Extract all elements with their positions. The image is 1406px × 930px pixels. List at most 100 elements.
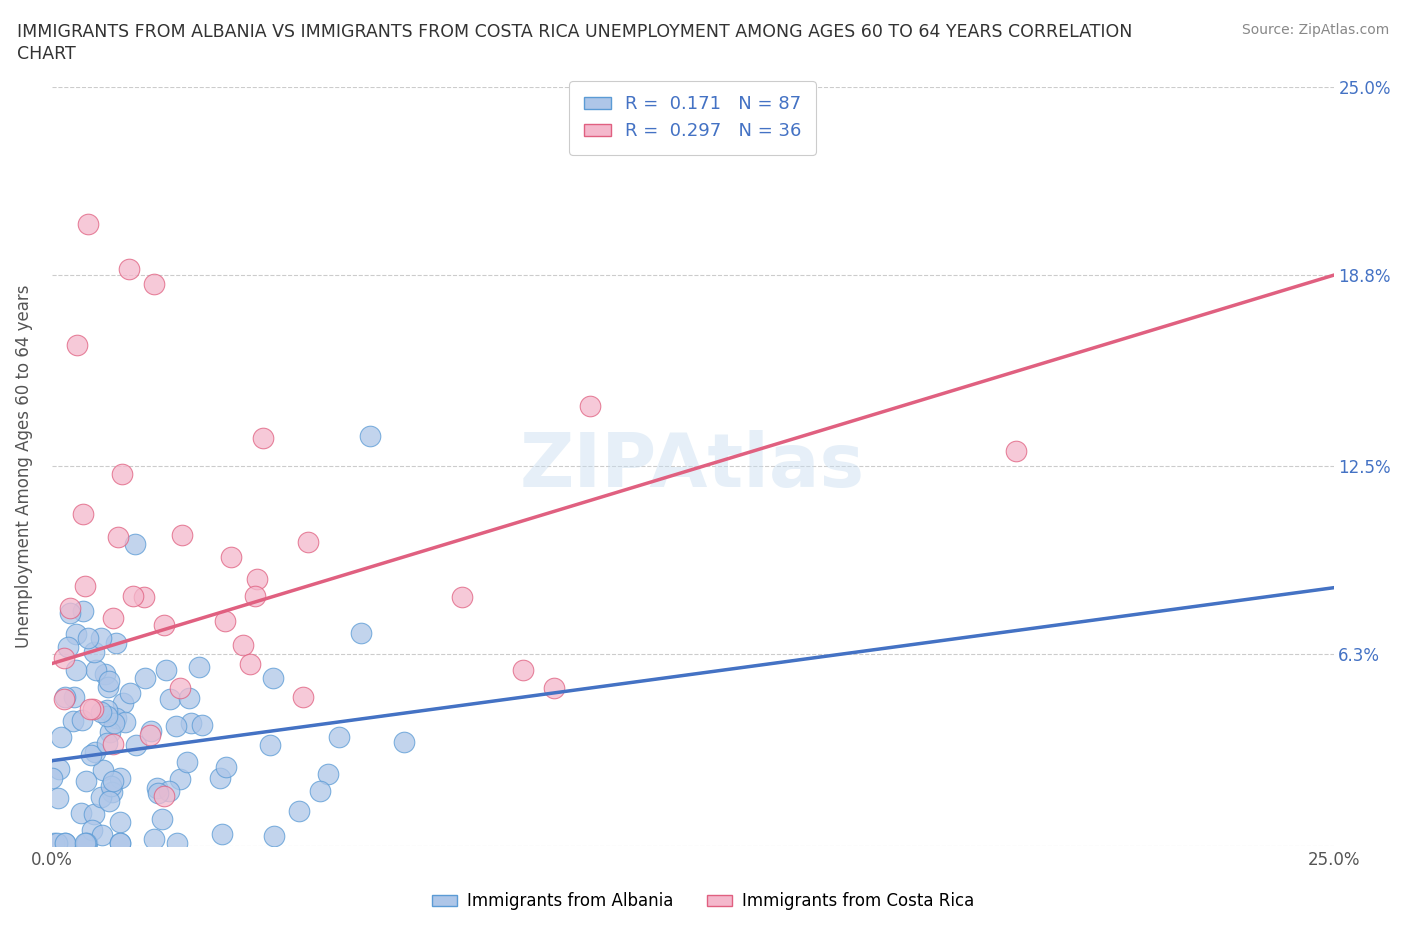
Point: [65, 626, 87, 641]
Point: [100, 778, 122, 793]
Point: [62, 714, 84, 729]
Point: [211, 826, 233, 841]
Point: [114, 714, 136, 729]
Point: [53, 692, 76, 707]
Point: [159, 691, 181, 706]
Point: [98, 724, 121, 739]
Point: [143, 277, 166, 292]
Point: [94, 667, 117, 682]
Point: [79, 701, 101, 716]
Point: [49, 729, 72, 744]
Point: [287, 804, 309, 818]
Point: [91, 763, 114, 777]
Point: [170, 527, 193, 542]
Point: [191, 718, 214, 733]
Point: [98, 793, 121, 808]
Point: [76, 216, 98, 231]
Point: [90, 704, 112, 719]
Point: [318, 766, 340, 781]
Point: [292, 689, 315, 704]
Point: [58, 600, 80, 615]
Point: [132, 590, 155, 604]
Point: [125, 737, 148, 752]
Point: [107, 529, 129, 544]
Point: [100, 784, 122, 799]
Point: [246, 571, 269, 586]
Point: [108, 835, 131, 850]
Point: [215, 760, 238, 775]
Point: [350, 626, 373, 641]
Point: [82, 701, 104, 716]
Point: [90, 631, 112, 645]
Point: [166, 835, 188, 850]
Point: [187, 659, 209, 674]
Point: [70, 712, 93, 727]
Point: [252, 431, 274, 445]
Point: [150, 811, 173, 826]
Point: [111, 466, 134, 481]
Point: [214, 614, 236, 629]
Point: [65, 662, 87, 677]
Text: ZIPAtlas: ZIPAtlas: [520, 430, 865, 503]
Point: [155, 662, 177, 677]
Point: [101, 774, 124, 789]
Point: [45, 835, 67, 850]
Point: [63, 690, 86, 705]
Point: [84, 663, 107, 678]
Point: [77, 631, 100, 646]
Point: [180, 715, 202, 730]
Point: [152, 618, 174, 632]
Point: [134, 671, 156, 685]
Point: [259, 737, 281, 752]
Point: [103, 611, 125, 626]
Point: [41, 771, 63, 786]
Point: [80, 822, 103, 837]
Point: [110, 815, 132, 830]
Point: [108, 770, 131, 785]
Point: [75, 773, 97, 788]
Point: [79, 748, 101, 763]
Point: [166, 718, 188, 733]
Point: [579, 398, 602, 413]
Point: [73, 835, 96, 850]
Y-axis label: Unemployment Among Ages 60 to 64 years: Unemployment Among Ages 60 to 64 years: [15, 285, 32, 648]
Point: [48, 761, 70, 776]
Point: [219, 550, 242, 565]
Point: [120, 685, 142, 700]
Point: [142, 831, 165, 846]
Point: [297, 535, 319, 550]
Point: [146, 786, 169, 801]
Text: Source: ZipAtlas.com: Source: ZipAtlas.com: [1241, 23, 1389, 37]
Point: [124, 537, 146, 551]
Point: [239, 657, 262, 671]
Point: [83, 644, 105, 659]
Point: [66, 338, 89, 352]
Point: [69, 805, 91, 820]
Point: [91, 827, 114, 842]
Point: [59, 606, 82, 621]
Point: [97, 673, 120, 688]
Point: [328, 730, 350, 745]
Point: [96, 709, 118, 724]
Point: [245, 588, 267, 603]
Point: [208, 771, 231, 786]
Point: [152, 789, 174, 804]
Point: [103, 737, 125, 751]
Point: [90, 790, 112, 804]
Point: [75, 835, 97, 850]
Point: [52, 650, 75, 665]
Point: [139, 727, 162, 742]
Point: [392, 734, 415, 749]
Text: IMMIGRANTS FROM ALBANIA VS IMMIGRANTS FROM COSTA RICA UNEMPLOYMENT AMONG AGES 60: IMMIGRANTS FROM ALBANIA VS IMMIGRANTS FR…: [17, 23, 1132, 41]
Point: [83, 745, 105, 760]
Point: [96, 703, 118, 718]
Point: [139, 724, 162, 738]
Point: [176, 755, 198, 770]
Point: [108, 835, 131, 850]
Point: [104, 636, 127, 651]
Point: [42, 835, 65, 850]
Point: [308, 783, 330, 798]
Point: [157, 784, 180, 799]
Point: [232, 638, 254, 653]
Point: [83, 806, 105, 821]
